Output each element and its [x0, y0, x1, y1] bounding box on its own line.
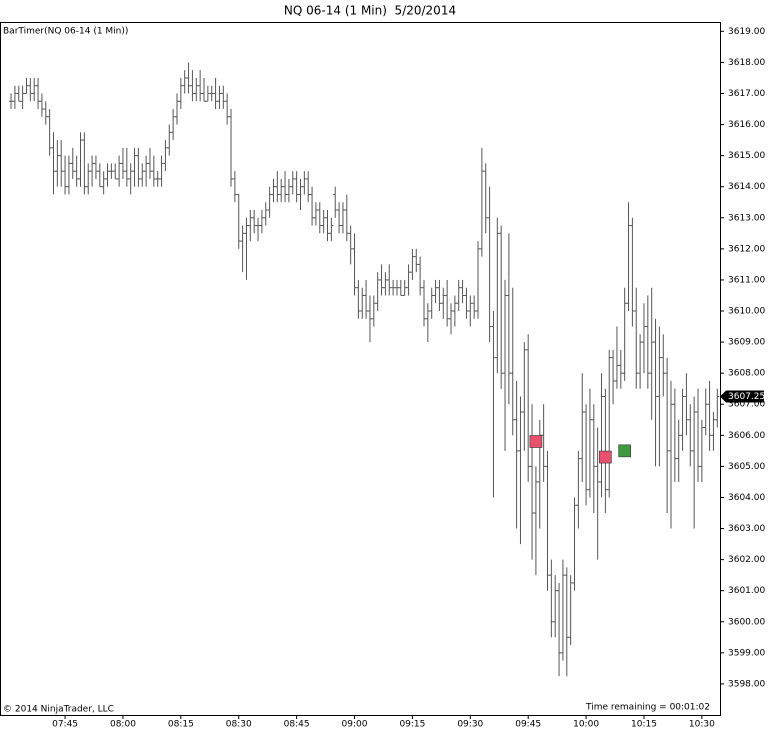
time-remaining: Time remaining = 00:01:02 — [585, 703, 710, 713]
y-tick-label: 3608.00 — [728, 369, 765, 379]
x-tick-label: 08:00 — [110, 720, 136, 730]
x-tick-label: 09:45 — [515, 720, 541, 730]
x-tick-label: 10:15 — [631, 720, 657, 730]
y-tick-label: 3601.00 — [728, 586, 765, 596]
y-tick-label: 3619.00 — [728, 27, 765, 37]
last-price-label: 3607.25 — [728, 392, 765, 402]
last-price-tag — [720, 390, 764, 403]
signal-marker — [529, 435, 543, 448]
y-tick-label: 3604.00 — [728, 493, 765, 503]
signal-marker — [618, 444, 631, 458]
y-tick-label: 3599.00 — [728, 648, 765, 658]
y-tick-label: 3603.00 — [728, 524, 765, 534]
y-tick-label: 3613.00 — [728, 213, 765, 223]
y-tick-label: 3610.00 — [728, 307, 765, 317]
y-tick-label: 3614.00 — [728, 182, 765, 192]
x-tick-label: 07:45 — [52, 720, 78, 730]
x-tick-label: 09:15 — [399, 720, 425, 730]
y-tick-label: 3611.00 — [728, 275, 765, 285]
y-tick-label: 3617.00 — [728, 89, 765, 99]
copyright: © 2014 NinjaTrader, LLC — [3, 705, 114, 715]
plot-frame — [0, 22, 721, 716]
x-tick-label: 10:00 — [573, 720, 599, 730]
signal-marker — [599, 450, 612, 464]
chart-title: NQ 06-14 (1 Min) 5/20/2014 — [284, 4, 456, 18]
x-tick-label: 08:45 — [284, 720, 310, 730]
x-tick-label: 09:00 — [342, 720, 368, 730]
y-tick-label: 3615.00 — [728, 151, 765, 161]
y-tick-label: 3602.00 — [728, 555, 765, 565]
y-tick-label: 3600.00 — [728, 617, 765, 627]
y-tick-label: 3616.00 — [728, 120, 765, 130]
y-tick-label: 3607.00 — [728, 400, 765, 410]
x-tick-label: 09:30 — [457, 720, 483, 730]
x-tick-label: 08:30 — [226, 720, 252, 730]
x-tick-label: 10:30 — [689, 720, 715, 730]
y-tick-label: 3612.00 — [728, 244, 765, 254]
x-tick-label: 08:15 — [168, 720, 194, 730]
indicator-label: BarTimer(NQ 06-14 (1 Min)) — [3, 27, 128, 37]
y-tick-label: 3606.00 — [728, 431, 765, 441]
y-tick-label: 3605.00 — [728, 462, 765, 472]
y-tick-label: 3618.00 — [728, 58, 765, 68]
y-tick-label: 3598.00 — [728, 679, 765, 689]
y-tick-label: 3609.00 — [728, 338, 765, 348]
